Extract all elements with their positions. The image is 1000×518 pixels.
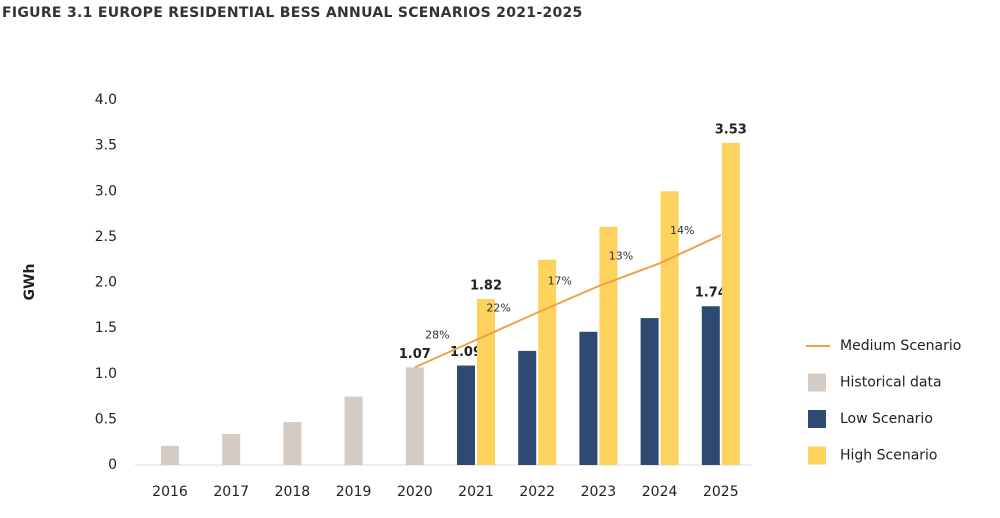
x-tick-label: 2022 [519,484,555,500]
value-label: 1.74 [695,286,727,301]
x-tick-label: 2025 [703,484,739,500]
bar [457,365,475,465]
y-tick-label: 3.0 [95,183,117,199]
legend-swatch [808,373,826,392]
x-tick-label: 2018 [275,484,311,500]
y-axis-label: GWh [22,264,38,301]
bar [405,367,424,465]
growth-label: 14% [670,224,694,237]
y-tick-label: 1.0 [95,366,117,382]
legend-swatch [808,446,826,465]
growth-label: 13% [609,250,633,263]
legend-label: Medium Scenario [840,338,961,354]
legend-label: Historical data [840,375,942,391]
bar [579,331,598,465]
bar [344,396,363,465]
line [414,234,722,369]
y-tick-label: 2.5 [95,229,117,245]
bar [283,422,302,465]
x-tick-label: 2016 [152,484,188,500]
x-tick-label: 2020 [397,484,433,500]
bar [701,306,720,465]
y-tick-label: 3.5 [95,138,117,154]
value-label: 1.07 [399,347,431,362]
bar [477,298,495,465]
y-tick-label: 1.5 [95,320,117,336]
value-label: 3.53 [715,122,747,137]
legend-label: High Scenario [840,448,938,464]
x-tick-label: 2024 [642,484,678,500]
growth-label: 22% [486,301,510,314]
x-tick-label: 2017 [213,484,249,500]
x-tick-label: 2021 [458,484,494,500]
y-tick-label: 0 [108,457,117,473]
bar [640,318,659,465]
bar [518,350,537,465]
growth-label: 28% [425,329,449,342]
legend-label: Low Scenario [840,411,933,427]
y-tick-label: 2.0 [95,275,117,291]
chart-title: FIGURE 3.1 EUROPE RESIDENTIAL BESS ANNUA… [2,5,583,21]
bar [538,259,557,465]
y-tick-label: 4.0 [95,92,117,108]
bar [222,433,241,465]
bar [161,445,179,465]
legend-swatch [808,410,826,428]
x-tick-label: 2019 [336,484,372,500]
growth-label: 17% [548,274,572,287]
bar [599,226,618,465]
bar [721,142,740,465]
value-label: 1.82 [470,278,502,293]
x-tick-label: 2023 [581,484,617,500]
bar [660,191,679,465]
y-tick-label: 0.5 [95,411,117,427]
